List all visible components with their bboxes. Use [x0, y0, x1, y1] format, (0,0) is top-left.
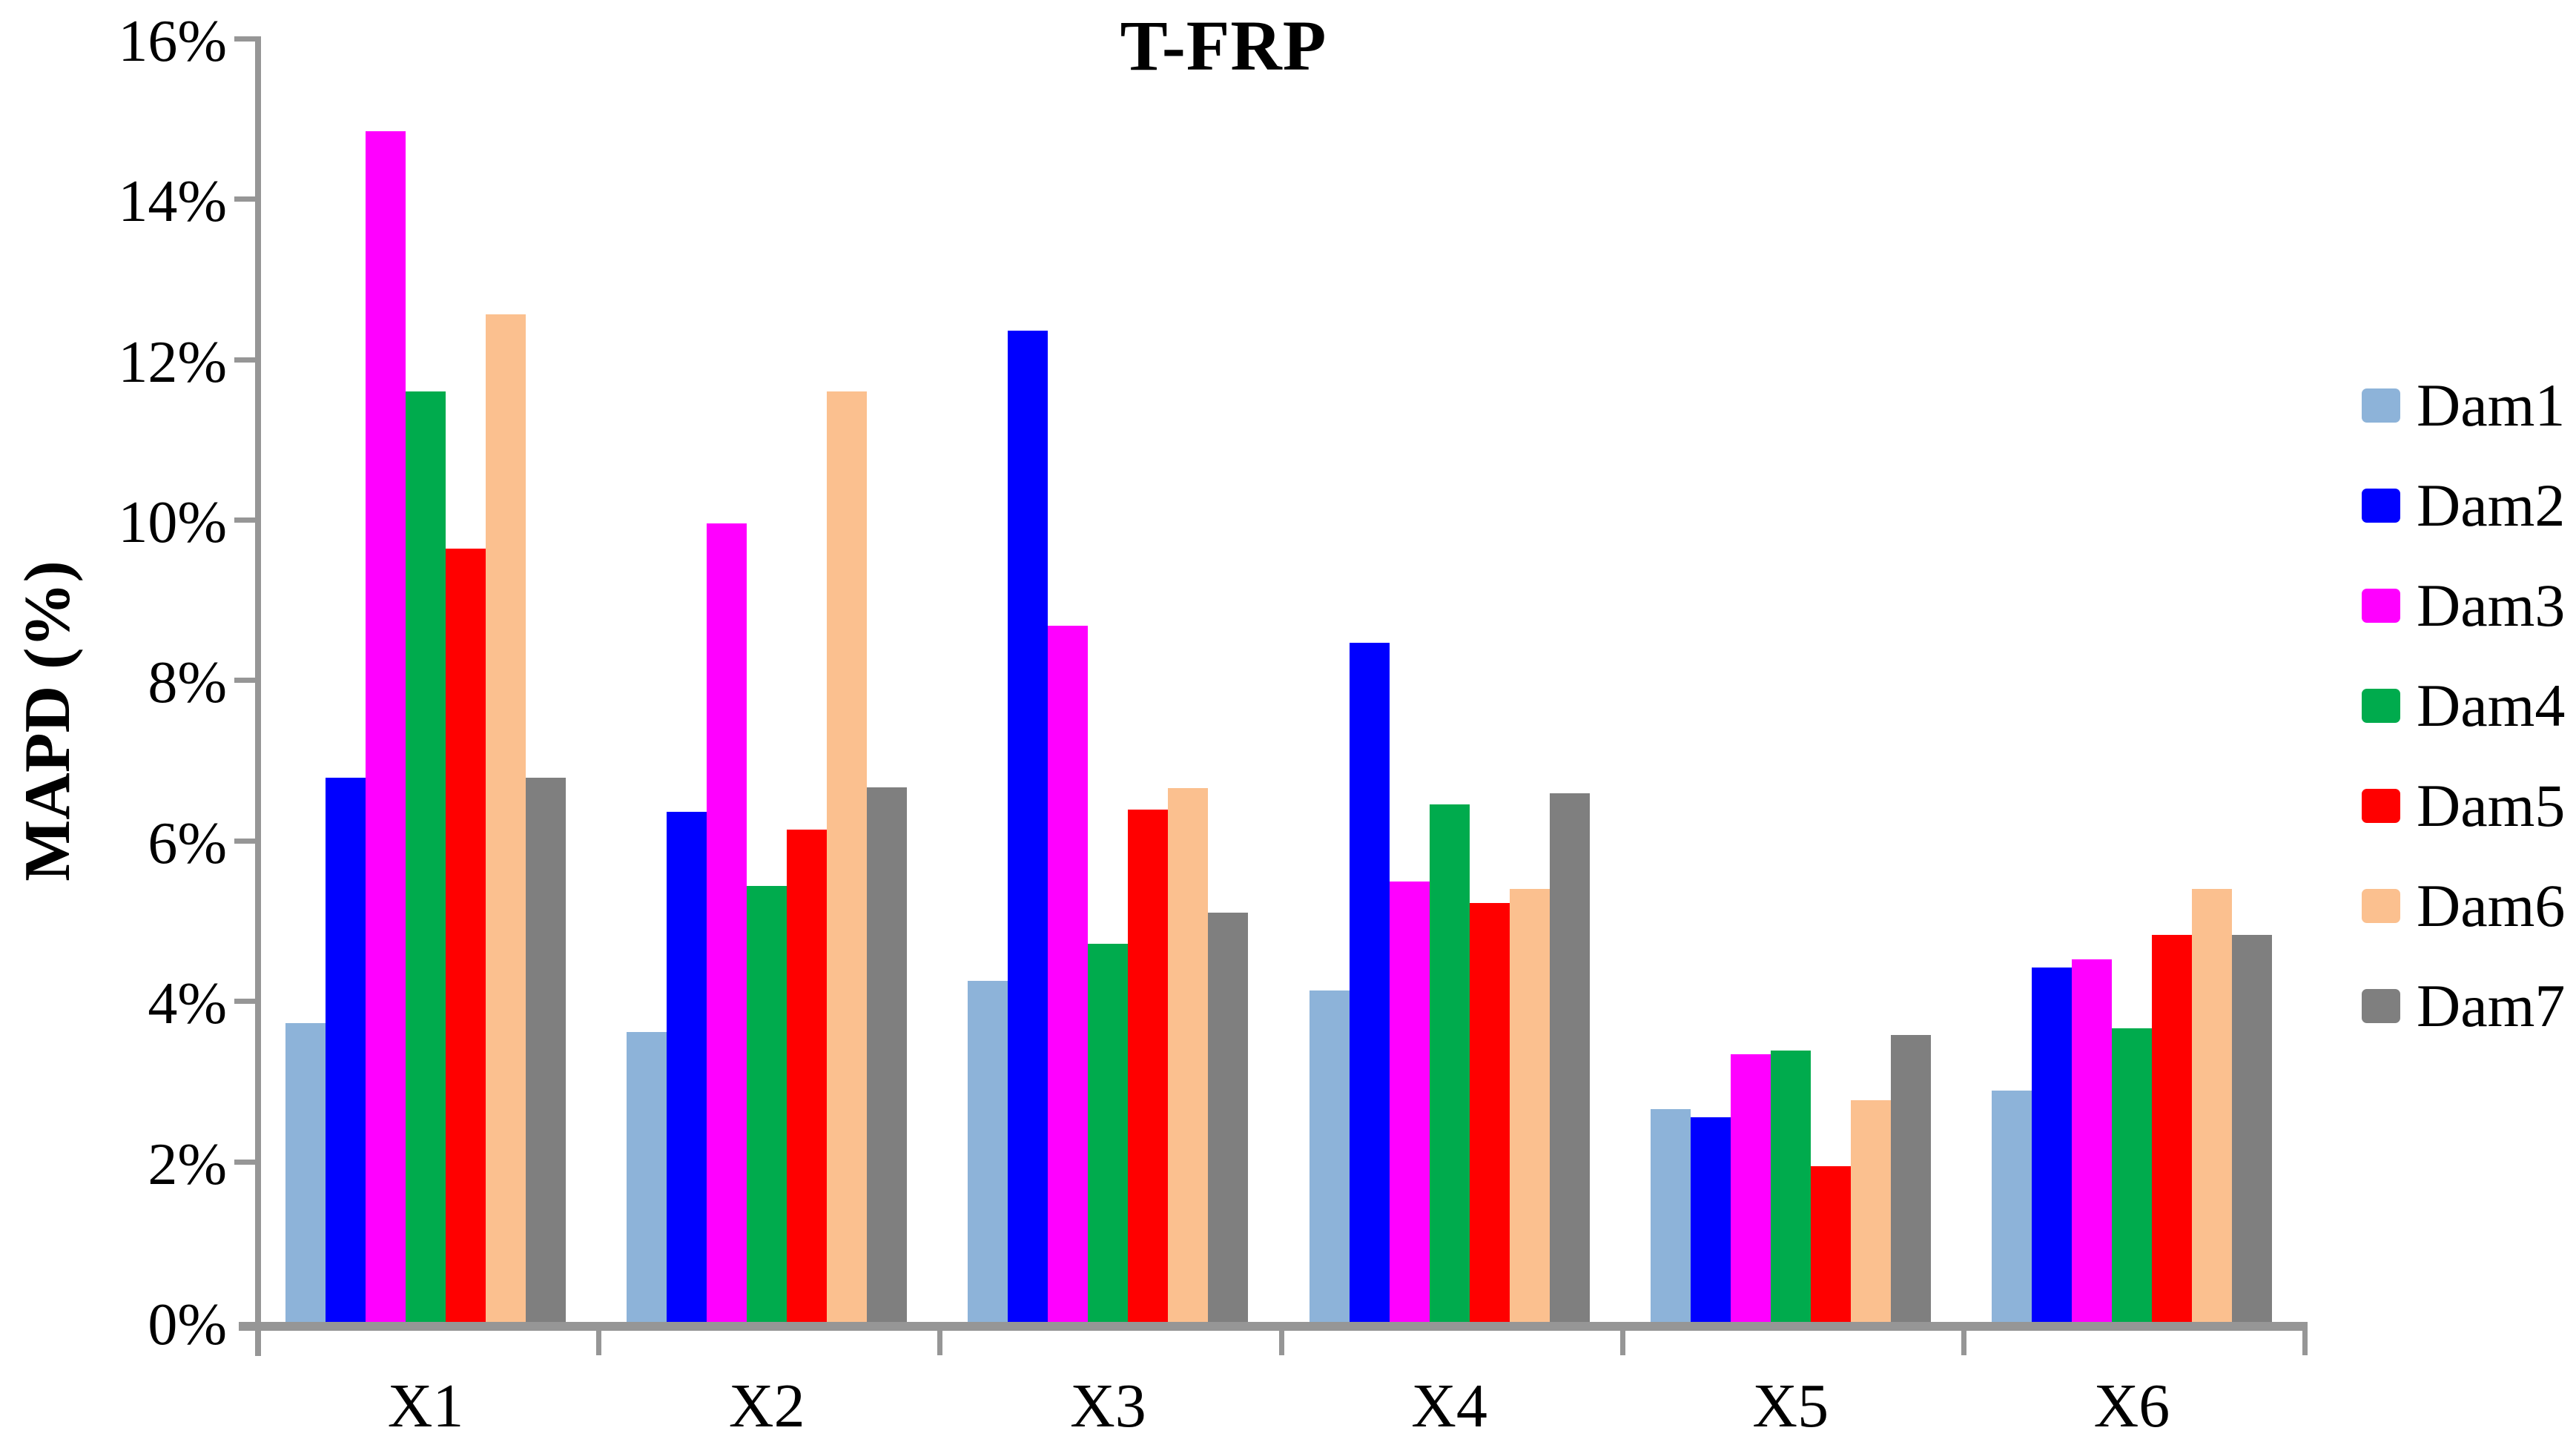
bar-Dam3-X6 — [2072, 959, 2112, 1322]
bar-Dam1-X2 — [627, 1032, 667, 1322]
bar-Dam3-X4 — [1390, 882, 1430, 1322]
bar-Dam5-X6 — [2152, 935, 2192, 1322]
bar-Dam5-X5 — [1811, 1166, 1851, 1322]
bar-Dam3-X2 — [707, 523, 747, 1322]
bar-Dam3-X5 — [1731, 1054, 1771, 1322]
legend-item-dam4: Dam4 — [2362, 669, 2565, 743]
y-tick — [234, 999, 255, 1005]
y-tick — [234, 357, 255, 363]
bar-Dam5-X2 — [787, 830, 827, 1322]
y-axis-line — [255, 36, 261, 1356]
bar-Dam3-X1 — [366, 131, 406, 1322]
legend-label-dam7: Dam7 — [2417, 972, 2566, 1039]
bar-Dam7-X6 — [2232, 935, 2272, 1322]
bar-Dam1-X6 — [1992, 1091, 2032, 1322]
bar-Dam5-X4 — [1470, 903, 1510, 1322]
legend-swatch-dam5 — [2362, 789, 2400, 823]
bar-Dam4-X2 — [747, 886, 787, 1322]
bar-Dam6-X6 — [2192, 889, 2232, 1322]
legend-label-dam5: Dam5 — [2417, 772, 2566, 839]
bar-Dam2-X6 — [2032, 968, 2072, 1322]
bar-Dam1-X1 — [285, 1023, 326, 1322]
x-tick — [2302, 1322, 2308, 1355]
bar-Dam6-X4 — [1510, 889, 1550, 1322]
bar-Dam7-X4 — [1550, 793, 1590, 1322]
bar-Dam6-X3 — [1168, 788, 1208, 1322]
y-tick — [234, 678, 255, 684]
legend-swatch-dam1 — [2362, 388, 2400, 423]
x-category-label: X6 — [2093, 1372, 2170, 1441]
legend-item-dam2: Dam2 — [2362, 469, 2565, 543]
legend-label-dam3: Dam3 — [2417, 572, 2566, 639]
y-tick-label: 14% — [118, 169, 227, 235]
x-category-label: X3 — [1070, 1372, 1146, 1441]
y-tick — [234, 36, 255, 42]
y-tick — [234, 196, 255, 202]
bar-Dam6-X1 — [486, 314, 526, 1322]
x-tick — [255, 1322, 260, 1355]
bar-Dam4-X6 — [2112, 1028, 2152, 1322]
bar-Dam7-X5 — [1891, 1035, 1931, 1322]
y-tick — [234, 517, 255, 523]
y-tick-label: 2% — [148, 1131, 227, 1197]
legend-swatch-dam2 — [2362, 489, 2400, 523]
y-tick-label: 4% — [148, 971, 227, 1037]
bar-Dam4-X4 — [1430, 804, 1470, 1322]
x-tick — [1961, 1322, 1966, 1355]
bar-Dam2-X5 — [1691, 1117, 1731, 1322]
bar-Dam4-X1 — [406, 391, 446, 1322]
legend-item-dam1: Dam1 — [2362, 368, 2565, 443]
legend-item-dam6: Dam6 — [2362, 869, 2565, 943]
bar-Dam1-X3 — [968, 981, 1008, 1322]
legend-label-dam6: Dam6 — [2417, 872, 2566, 939]
x-tick — [596, 1322, 602, 1355]
legend-swatch-dam3 — [2362, 589, 2400, 623]
bar-Dam1-X5 — [1651, 1109, 1691, 1322]
bar-Dam4-X5 — [1771, 1051, 1811, 1322]
bar-Dam5-X3 — [1128, 810, 1168, 1322]
legend-item-dam5: Dam5 — [2362, 769, 2565, 843]
bar-Dam2-X2 — [667, 812, 707, 1322]
bar-Dam3-X3 — [1048, 626, 1088, 1322]
legend-swatch-dam4 — [2362, 689, 2400, 723]
bar-Dam6-X5 — [1851, 1100, 1891, 1322]
legend-item-dam7: Dam7 — [2362, 969, 2565, 1043]
x-axis-line — [239, 1322, 2302, 1331]
legend-label-dam2: Dam2 — [2417, 472, 2566, 539]
y-tick-label: 0% — [148, 1292, 227, 1357]
legend-item-dam3: Dam3 — [2362, 569, 2565, 643]
x-tick — [1619, 1322, 1625, 1355]
bar-Dam1-X4 — [1310, 990, 1350, 1322]
x-category-label: X4 — [1411, 1372, 1487, 1441]
x-category-label: X2 — [728, 1372, 805, 1441]
y-tick — [234, 1159, 255, 1165]
y-tick-label: 16% — [118, 8, 227, 74]
legend-swatch-dam6 — [2362, 889, 2400, 923]
bar-Dam7-X2 — [867, 787, 907, 1322]
bar-Dam2-X1 — [326, 778, 366, 1322]
y-tick — [234, 838, 255, 844]
y-tick-label: 10% — [118, 490, 227, 555]
legend-label-dam1: Dam1 — [2417, 371, 2566, 439]
x-category-label: X1 — [387, 1372, 464, 1441]
legend-label-dam4: Dam4 — [2417, 672, 2566, 739]
bar-Dam7-X1 — [526, 778, 566, 1322]
bar-Dam4-X3 — [1088, 944, 1128, 1322]
bar-Dam5-X1 — [446, 549, 486, 1322]
chart-title: T-FRP — [1120, 6, 1327, 85]
x-category-label: X5 — [1752, 1372, 1829, 1441]
bar-Dam6-X2 — [827, 391, 867, 1322]
y-tick-label: 8% — [148, 650, 227, 716]
y-tick-label: 12% — [118, 329, 227, 395]
bar-Dam7-X3 — [1208, 913, 1248, 1322]
legend-swatch-dam7 — [2362, 989, 2400, 1023]
x-tick — [937, 1322, 943, 1355]
bar-Dam2-X3 — [1008, 331, 1048, 1322]
bar-Dam2-X4 — [1350, 643, 1390, 1322]
y-tick-label: 6% — [148, 810, 227, 876]
x-tick — [1278, 1322, 1284, 1355]
